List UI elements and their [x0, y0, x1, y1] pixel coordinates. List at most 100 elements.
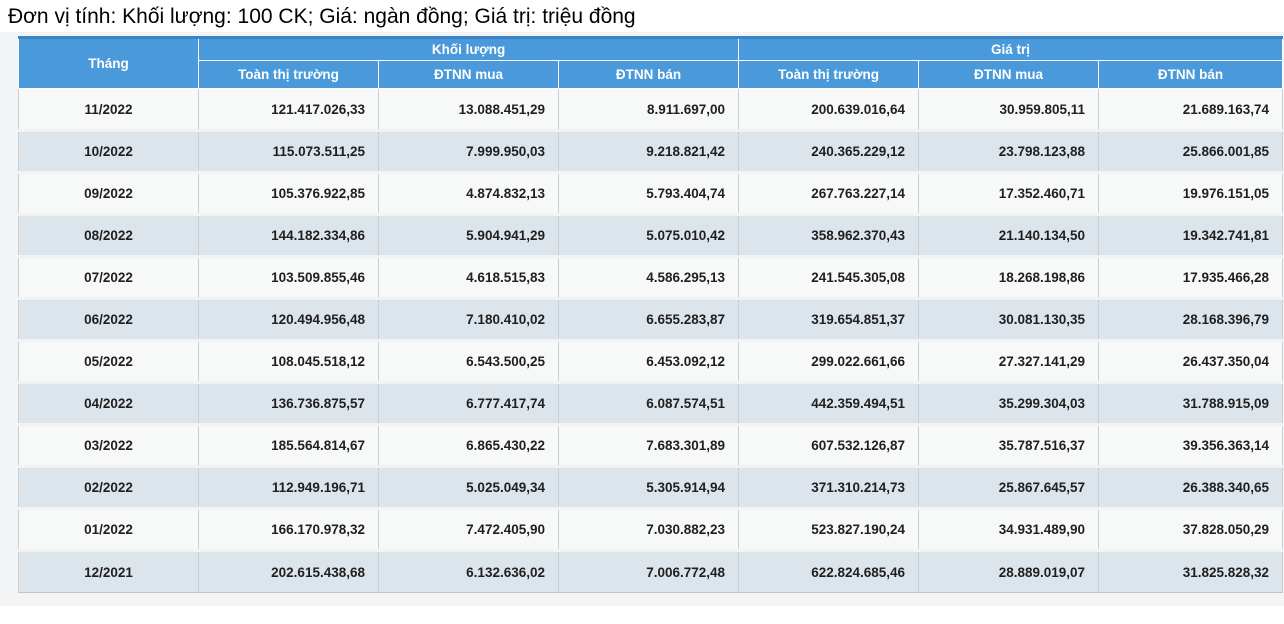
col-header-gt-toan-thi-truong: Toàn thị trường — [738, 60, 920, 89]
value-cell: 166.170.978,32 — [198, 508, 379, 552]
value-cell: 7.472.405,90 — [378, 508, 559, 552]
value-cell: 185.564.814,67 — [198, 424, 379, 468]
value-cell: 31.825.828,32 — [1098, 550, 1284, 593]
table-container: Tháng Khối lượng Giá trị Toàn thị trường… — [0, 32, 1284, 606]
table-row: 07/2022 103.509.855,46 4.618.515,83 4.586.2… — [18, 256, 1284, 300]
value-cell: 30.959.805,11 — [918, 88, 1100, 132]
value-cell: 7.180.410,02 — [378, 298, 559, 342]
value-cell: 17.935.466,28 — [1098, 256, 1284, 300]
value-cell: 30.081.130,35 — [918, 298, 1100, 342]
value-cell: 21.140.134,50 — [918, 214, 1100, 258]
value-cell: 6.865.430,22 — [378, 424, 559, 468]
value-cell: 5.025.049,34 — [378, 466, 559, 510]
value-cell: 27.327.141,29 — [918, 340, 1100, 384]
group-header-khoi-luong: Khối lượng — [197, 37, 740, 61]
col-header-kl-dtnn-mua: ĐTNN mua — [378, 60, 559, 89]
foreign-trading-table: Tháng Khối lượng Giá trị Toàn thị trường… — [18, 36, 1284, 593]
value-cell: 240.365.229,12 — [738, 130, 920, 174]
table-row: 03/2022 185.564.814,67 6.865.430,22 7.683.3… — [18, 424, 1284, 468]
table-row: 10/2022 115.073.511,25 7.999.950,03 9.218.8… — [18, 130, 1284, 174]
table-row: 09/2022 105.376.922,85 4.874.832,13 5.793.4… — [18, 172, 1284, 216]
value-cell: 39.356.363,14 — [1098, 424, 1284, 468]
month-cell: 12/2021 — [18, 550, 199, 593]
value-cell: 7.999.950,03 — [378, 130, 559, 174]
value-cell: 319.654.851,37 — [738, 298, 920, 342]
table-body: 11/2022 121.417.026,33 13.088.451,29 8.911.… — [18, 88, 1284, 593]
month-cell: 05/2022 — [18, 340, 199, 384]
value-cell: 37.828.050,29 — [1098, 508, 1284, 552]
value-cell: 21.689.163,74 — [1098, 88, 1284, 132]
value-cell: 34.931.489,90 — [918, 508, 1100, 552]
value-cell: 5.793.404,74 — [558, 172, 740, 216]
value-cell: 622.824.685,46 — [738, 550, 920, 593]
value-cell: 17.352.460,71 — [918, 172, 1100, 216]
month-cell: 01/2022 — [18, 508, 199, 552]
value-cell: 4.586.295,13 — [558, 256, 740, 300]
value-cell: 6.132.636,02 — [378, 550, 559, 593]
month-cell: 07/2022 — [18, 256, 199, 300]
month-cell: 02/2022 — [18, 466, 199, 510]
value-cell: 23.798.123,88 — [918, 130, 1100, 174]
value-cell: 121.417.026,33 — [198, 88, 379, 132]
value-cell: 13.088.451,29 — [378, 88, 559, 132]
table-row: 11/2022 121.417.026,33 13.088.451,29 8.911.… — [18, 88, 1284, 132]
month-cell: 11/2022 — [18, 88, 199, 132]
value-cell: 267.763.227,14 — [738, 172, 920, 216]
value-cell: 120.494.956,48 — [198, 298, 379, 342]
value-cell: 26.437.350,04 — [1098, 340, 1284, 384]
value-cell: 25.867.645,57 — [918, 466, 1100, 510]
title-bar: Đơn vị tính: Khối lượng: 100 CK; Giá: ng… — [0, 0, 1284, 32]
value-cell: 6.543.500,25 — [378, 340, 559, 384]
value-cell: 7.006.772,48 — [558, 550, 740, 593]
value-cell: 18.268.198,86 — [918, 256, 1100, 300]
month-cell: 03/2022 — [18, 424, 199, 468]
value-cell: 103.509.855,46 — [198, 256, 379, 300]
value-cell: 371.310.214,73 — [738, 466, 920, 510]
value-cell: 35.787.516,37 — [918, 424, 1100, 468]
value-cell: 9.218.821,42 — [558, 130, 740, 174]
table-header: Tháng Khối lượng Giá trị Toàn thị trường… — [18, 37, 1284, 89]
value-cell: 6.453.092,12 — [558, 340, 740, 384]
value-cell: 241.545.305,08 — [738, 256, 920, 300]
value-cell: 108.045.518,12 — [198, 340, 379, 384]
value-cell: 6.777.417,74 — [378, 382, 559, 426]
table-row: 04/2022 136.736.875,57 6.777.417,74 6.087.5… — [18, 382, 1284, 426]
value-cell: 112.949.196,71 — [198, 466, 379, 510]
value-cell: 144.182.334,86 — [198, 214, 379, 258]
value-cell: 442.359.494,51 — [738, 382, 920, 426]
value-cell: 5.075.010,42 — [558, 214, 740, 258]
unit-note: Đơn vị tính: Khối lượng: 100 CK; Giá: ng… — [8, 5, 636, 28]
value-cell: 523.827.190,24 — [738, 508, 920, 552]
month-cell: 10/2022 — [18, 130, 199, 174]
value-cell: 5.904.941,29 — [378, 214, 559, 258]
value-cell: 105.376.922,85 — [198, 172, 379, 216]
value-cell: 25.866.001,85 — [1098, 130, 1284, 174]
value-cell: 7.030.882,23 — [558, 508, 740, 552]
value-cell: 6.087.574,51 — [558, 382, 740, 426]
col-header-gt-dtnn-mua: ĐTNN mua — [918, 60, 1100, 89]
value-cell: 26.388.340,65 — [1098, 466, 1284, 510]
col-header-kl-toan-thi-truong: Toàn thị trường — [198, 60, 379, 89]
table-row: 12/2021 202.615.438,68 6.132.636,02 7.006.7… — [18, 550, 1284, 593]
group-header-gia-tri: Giá trị — [738, 37, 1284, 61]
value-cell: 358.962.370,43 — [738, 214, 920, 258]
table-row: 01/2022 166.170.978,32 7.472.405,90 7.030.8… — [18, 508, 1284, 552]
value-cell: 28.889.019,07 — [918, 550, 1100, 593]
value-cell: 31.788.915,09 — [1098, 382, 1284, 426]
header-group-row: Tháng Khối lượng Giá trị — [18, 37, 1284, 89]
value-cell: 115.073.511,25 — [198, 130, 379, 174]
table-row: 08/2022 144.182.334,86 5.904.941,29 5.075.0… — [18, 214, 1284, 258]
value-cell: 136.736.875,57 — [198, 382, 379, 426]
col-header-gt-dtnn-ban: ĐTNN bán — [1098, 60, 1284, 89]
col-header-kl-dtnn-ban: ĐTNN bán — [557, 60, 740, 89]
value-cell: 4.618.515,83 — [378, 256, 559, 300]
value-cell: 35.299.304,03 — [918, 382, 1100, 426]
table-row: 05/2022 108.045.518,12 6.543.500,25 6.453.0… — [18, 340, 1284, 384]
month-cell: 06/2022 — [18, 298, 199, 342]
value-cell: 299.022.661,66 — [738, 340, 920, 384]
table-row: 02/2022 112.949.196,71 5.025.049,34 5.305.9… — [18, 466, 1284, 510]
value-cell: 7.683.301,89 — [558, 424, 740, 468]
month-cell: 04/2022 — [18, 382, 199, 426]
table-row: 06/2022 120.494.956,48 7.180.410,02 6.655.2… — [18, 298, 1284, 342]
